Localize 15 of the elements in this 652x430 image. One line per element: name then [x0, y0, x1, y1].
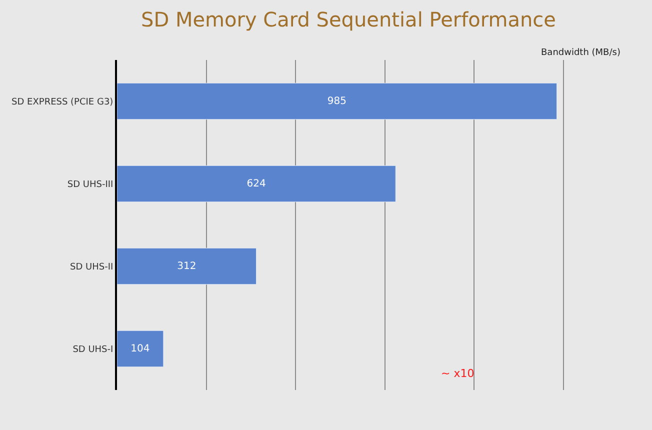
chart-title: SD Memory Card Sequential Performance: [141, 7, 556, 32]
data-label: 985: [327, 96, 346, 107]
data-label: 312: [177, 260, 196, 272]
y-tick-label: SD UHS-I: [72, 344, 114, 355]
data-label: 104: [130, 343, 150, 354]
bar: [117, 165, 396, 202]
bar: [117, 248, 257, 285]
x-axis-title: Bandwidth (MB/s): [541, 48, 620, 58]
y-tick-label: SD EXPRESS (PCIE G3): [12, 97, 114, 108]
data-label: 624: [246, 178, 266, 190]
annotation: ~ x10: [441, 367, 474, 380]
y-tick-label: SD UHS-II: [70, 262, 114, 272]
bar: [117, 330, 164, 368]
bar: [117, 82, 558, 120]
y-tick-label: SD UHS-III: [67, 180, 114, 190]
